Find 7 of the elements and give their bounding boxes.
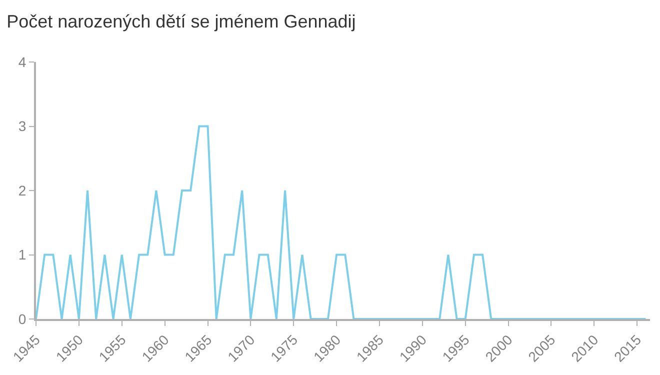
y-tick-label: 1 <box>18 246 26 263</box>
y-tick-label: 2 <box>18 182 26 198</box>
line-series <box>36 125 647 319</box>
y-tick-label: 3 <box>18 118 26 134</box>
y-tick-label: 0 <box>18 310 26 327</box>
chart-title: Počet narozených dětí se jménem Gennadij <box>6 12 356 32</box>
y-tick-label: 4 <box>18 54 26 70</box>
